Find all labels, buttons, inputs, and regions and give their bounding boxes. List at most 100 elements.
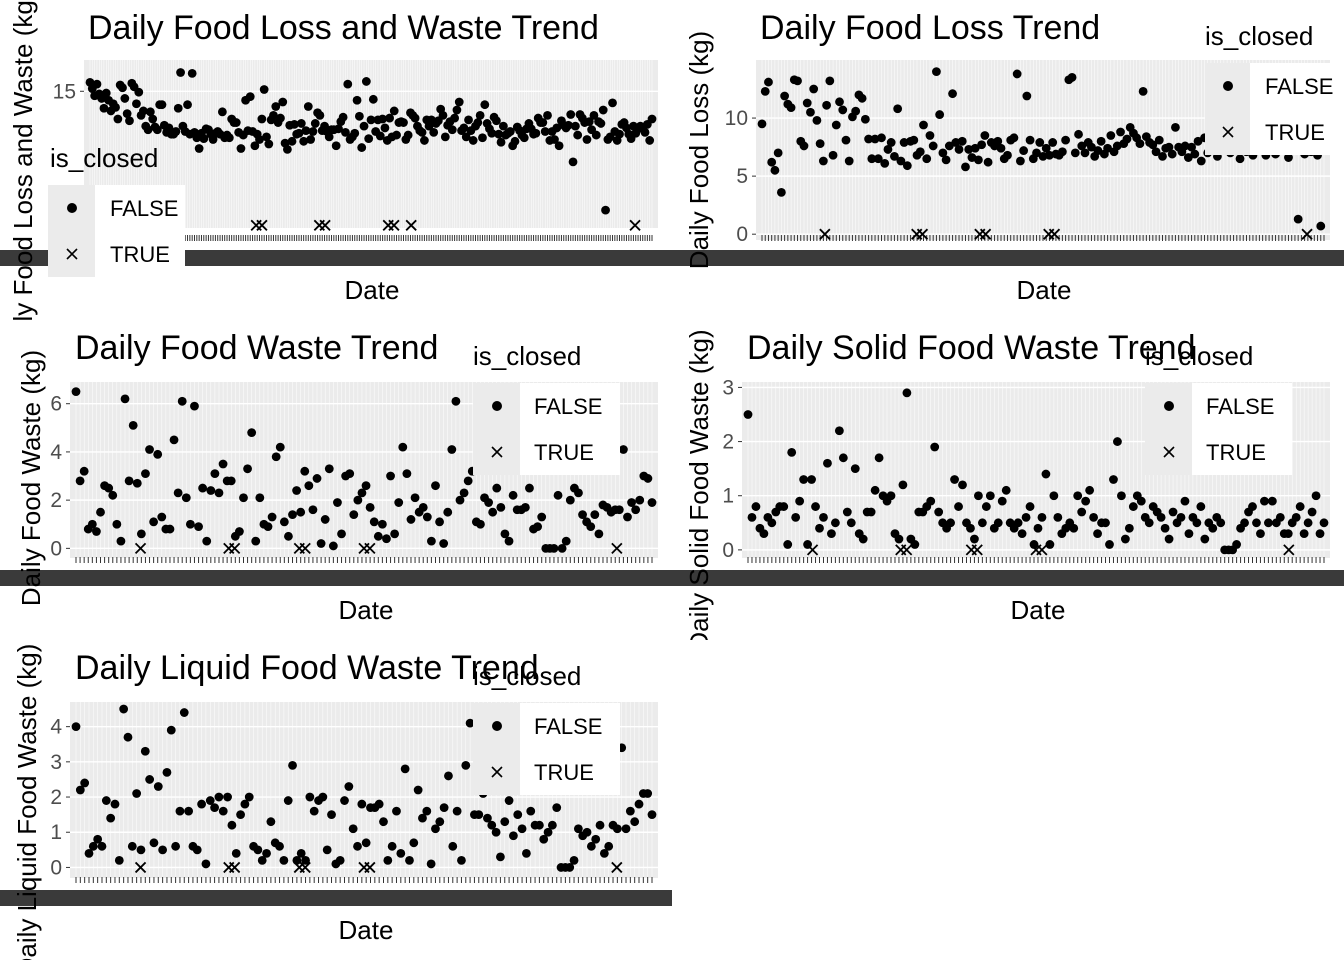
legend-label-false: FALSE bbox=[534, 394, 602, 419]
closed-day-marker bbox=[1048, 228, 1061, 240]
data-point bbox=[264, 139, 274, 149]
data-point bbox=[451, 396, 461, 406]
data-point bbox=[322, 845, 332, 855]
data-point bbox=[145, 775, 155, 784]
data-point bbox=[287, 136, 297, 146]
data-point bbox=[99, 103, 109, 113]
data-point bbox=[335, 856, 345, 865]
data-point bbox=[276, 113, 285, 123]
data-point bbox=[312, 474, 322, 483]
data-point bbox=[831, 120, 841, 130]
closed-day-marker bbox=[971, 544, 983, 556]
data-point bbox=[586, 522, 596, 532]
data-point bbox=[1101, 518, 1110, 528]
data-point bbox=[198, 483, 208, 493]
data-point bbox=[309, 806, 319, 816]
data-point bbox=[383, 856, 393, 865]
data-point bbox=[647, 114, 657, 124]
data-point bbox=[751, 502, 761, 511]
legend-key-bg bbox=[1145, 383, 1192, 475]
data-point bbox=[552, 123, 562, 133]
data-point bbox=[554, 141, 564, 151]
data-point bbox=[1295, 502, 1305, 511]
data-point bbox=[586, 841, 596, 851]
legend-x-marker bbox=[1222, 126, 1234, 138]
data-point bbox=[112, 519, 122, 529]
data-point bbox=[1003, 150, 1012, 160]
data-point bbox=[549, 543, 559, 553]
data-point bbox=[353, 841, 362, 851]
data-point bbox=[601, 205, 610, 215]
closed-day-marker bbox=[611, 542, 623, 554]
data-point bbox=[192, 845, 202, 855]
data-point bbox=[492, 116, 501, 126]
data-point bbox=[786, 103, 796, 113]
data-point bbox=[1168, 507, 1178, 517]
data-point bbox=[389, 106, 399, 116]
data-point bbox=[1096, 136, 1106, 146]
data-point bbox=[255, 493, 265, 503]
data-point bbox=[948, 89, 957, 99]
data-point bbox=[88, 841, 98, 851]
data-point bbox=[316, 539, 326, 548]
data-point bbox=[340, 796, 349, 805]
legend-label-true: TRUE bbox=[534, 440, 594, 465]
data-point bbox=[190, 401, 199, 411]
data-point bbox=[1067, 73, 1077, 82]
data-point bbox=[573, 824, 583, 834]
data-point bbox=[253, 845, 263, 855]
data-point bbox=[92, 527, 101, 536]
data-point bbox=[1311, 491, 1321, 501]
data-point bbox=[296, 507, 306, 517]
y-axis-label: Daily Liquid Food Waste (kg) bbox=[12, 644, 42, 960]
data-point bbox=[928, 141, 938, 151]
data-point bbox=[915, 147, 925, 157]
data-point bbox=[615, 129, 624, 139]
x-tick-labels-overlapping bbox=[672, 570, 1344, 586]
data-point bbox=[522, 848, 531, 858]
y-axis-label: Daily Food Waste (kg) bbox=[16, 350, 46, 606]
data-point bbox=[218, 806, 228, 816]
data-point bbox=[487, 128, 497, 138]
legend-key-bg bbox=[1205, 63, 1250, 155]
chart-panel-solid: 0 1 2 3 Daily Solid Food Waste Trend Date D… bbox=[672, 320, 1344, 640]
legend: is_closed FALSE TRUE bbox=[1145, 341, 1292, 475]
data-point bbox=[591, 130, 601, 140]
data-point bbox=[402, 469, 412, 479]
chart-loss: 0 5 10 Daily Food Loss Trend Date Daily Fo… bbox=[672, 9, 1344, 305]
data-point bbox=[1167, 149, 1177, 159]
data-point bbox=[565, 495, 575, 505]
data-point bbox=[783, 540, 793, 549]
data-point bbox=[757, 119, 767, 129]
closed-day-marker bbox=[299, 861, 311, 874]
data-point bbox=[1037, 512, 1047, 522]
data-point bbox=[357, 799, 367, 809]
closed-day-marker bbox=[134, 542, 147, 554]
data-point bbox=[504, 536, 514, 546]
data-point bbox=[487, 820, 497, 830]
data-point bbox=[459, 123, 469, 133]
data-point bbox=[435, 517, 444, 527]
data-point bbox=[461, 132, 471, 142]
data-point bbox=[867, 154, 877, 164]
data-point bbox=[350, 128, 360, 138]
data-point bbox=[139, 106, 148, 116]
data-point bbox=[494, 129, 504, 139]
data-point bbox=[275, 442, 285, 452]
data-point bbox=[422, 512, 432, 522]
y-tick-label: 0 bbox=[50, 537, 62, 560]
data-point bbox=[480, 100, 490, 110]
data-point bbox=[932, 67, 941, 77]
data-point bbox=[443, 507, 453, 517]
data-point bbox=[231, 848, 241, 858]
data-point bbox=[1117, 491, 1126, 501]
data-point bbox=[197, 799, 206, 809]
data-point bbox=[760, 86, 770, 96]
data-point bbox=[568, 157, 578, 167]
legend-title: is_closed bbox=[473, 341, 581, 371]
data-point bbox=[1267, 496, 1277, 506]
data-point bbox=[1120, 534, 1130, 544]
data-point bbox=[183, 100, 192, 110]
data-point bbox=[153, 449, 163, 459]
data-point bbox=[619, 445, 628, 454]
